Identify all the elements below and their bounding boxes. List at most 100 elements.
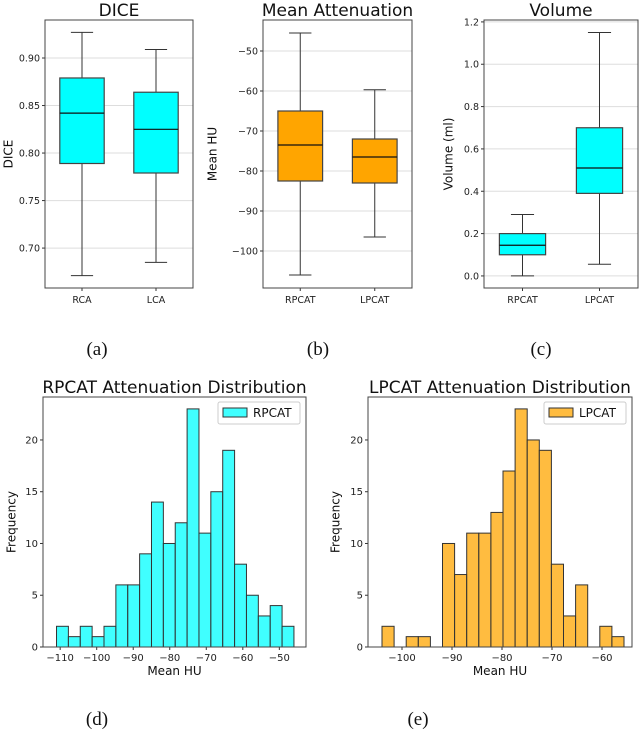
histogram-bar [454, 574, 468, 648]
histogram-bar [91, 636, 105, 648]
x-axis-label: Mean HU [147, 664, 201, 678]
histogram-bar [405, 636, 419, 648]
x-tick-label: −60 [232, 653, 253, 664]
x-tick-label: −50 [269, 653, 290, 664]
chart-panel-1: Mean Attenuation −100 −90 −80 −70 −60 −50 Mean … [206, 1, 414, 360]
box-iqr [133, 91, 179, 174]
legend: LPCAT [543, 401, 627, 425]
box-RCA [59, 31, 105, 277]
y-tick-label: 1.0 [464, 60, 479, 71]
x-tick-label: LPCAT [585, 295, 614, 306]
axes-frame [44, 19, 194, 289]
y-axis-label: Mean HU [206, 127, 220, 181]
panel-caption: (b) [307, 339, 329, 360]
box-iqr [351, 138, 398, 184]
y-tick-label: 10 [25, 539, 38, 550]
chart-title: DICE [99, 1, 140, 21]
panel-caption: (e) [407, 709, 428, 730]
y-tick-label: 0.85 [19, 101, 40, 112]
x-tick-label: −100 [388, 653, 415, 664]
axes-frame [367, 396, 633, 648]
x-tick-label: −90 [123, 653, 144, 664]
y-tick-label: 0.0 [464, 271, 479, 282]
x-tick-label: LCA [147, 295, 166, 306]
y-tick-label: 0.2 [464, 229, 479, 240]
y-tick-label: 0.6 [464, 144, 479, 155]
chart-title: RPCAT Attenuation Distribution [42, 378, 306, 398]
y-axis-label: Frequency [5, 491, 19, 553]
histogram-bar [245, 594, 259, 648]
axes-frame [483, 19, 639, 289]
y-tick-label: 10 [350, 539, 363, 550]
y-tick-label: −60 [238, 87, 258, 98]
y-axis-label: DICE [2, 140, 16, 169]
chart-title: Mean Attenuation [262, 1, 413, 21]
histogram-bar [210, 491, 224, 648]
histogram-bar [103, 625, 117, 648]
y-axis-label: Volume (ml) [442, 118, 456, 191]
y-tick-label: 5 [32, 591, 38, 602]
x-tick-label: −90 [441, 653, 462, 664]
histogram-bar [478, 532, 492, 648]
y-tick-label: 15 [25, 487, 38, 498]
y-tick-label: 0.80 [19, 149, 40, 160]
y-tick-label: −90 [238, 207, 258, 218]
chart-panel-4: LPCAT Attenuation Distribution 0 5 10 15 20 Fr… [329, 378, 633, 730]
histogram-bar [139, 553, 152, 648]
x-tick-label: −80 [491, 653, 512, 664]
histogram-bar [150, 501, 164, 648]
histogram-bar [234, 563, 247, 648]
box-LPCAT [575, 31, 624, 265]
box-iqr [498, 232, 547, 256]
histogram-bar [526, 439, 540, 648]
histogram-bar [466, 532, 480, 648]
histogram-bar [490, 511, 504, 648]
histogram-bar [222, 449, 236, 648]
box-LPCAT [351, 89, 398, 238]
legend: RPCAT [217, 401, 301, 425]
y-tick-label: 20 [25, 435, 38, 446]
histogram-bar [563, 615, 577, 648]
y-tick-label: 0.75 [19, 196, 40, 207]
histogram-bar [67, 636, 81, 648]
histogram-bar [162, 542, 176, 648]
y-axis-label: Frequency [329, 491, 343, 553]
x-tick-label: RPCAT [285, 295, 316, 306]
histogram-bar [269, 605, 283, 648]
histogram-bar [174, 522, 188, 648]
legend-swatch [222, 407, 248, 418]
x-tick-label: RCA [72, 295, 92, 306]
histogram-bar [257, 615, 271, 648]
histogram-bar [281, 625, 295, 648]
axes-frame [262, 19, 413, 289]
legend-swatch [548, 407, 574, 418]
histogram-bar [56, 625, 69, 648]
x-tick-label: −60 [591, 653, 612, 664]
y-tick-label: 15 [350, 487, 363, 498]
y-tick-label: 0.90 [19, 54, 40, 65]
y-tick-label: 0.70 [19, 244, 40, 255]
y-tick-label: 5 [357, 591, 363, 602]
y-tick-label: −70 [238, 127, 258, 138]
y-tick-label: 0.4 [464, 187, 479, 198]
x-tick-label: −100 [83, 653, 110, 664]
x-tick-label: −70 [541, 653, 562, 664]
box-LCA [133, 48, 179, 263]
box-iqr [575, 127, 624, 194]
legend-label: LPCAT [579, 406, 617, 420]
legend-label: RPCAT [253, 406, 292, 420]
histogram-bar [186, 408, 200, 648]
y-tick-label: 0 [357, 643, 363, 654]
panel-caption: (d) [86, 709, 108, 730]
histogram-bar [611, 636, 625, 648]
histogram-bar [79, 625, 93, 648]
chart-panel-0: DICE 0.70 0.75 0.80 0.85 0.90 DICE RCA LCA (a) [2, 1, 194, 360]
histogram-bar [502, 470, 516, 648]
histogram-bar [198, 532, 212, 648]
box-RPCAT [498, 214, 547, 277]
y-tick-label: −80 [238, 167, 258, 178]
y-tick-label: −50 [238, 47, 258, 58]
chart-title: LPCAT Attenuation Distribution [369, 378, 631, 398]
x-axis-label: Mean HU [473, 664, 527, 678]
